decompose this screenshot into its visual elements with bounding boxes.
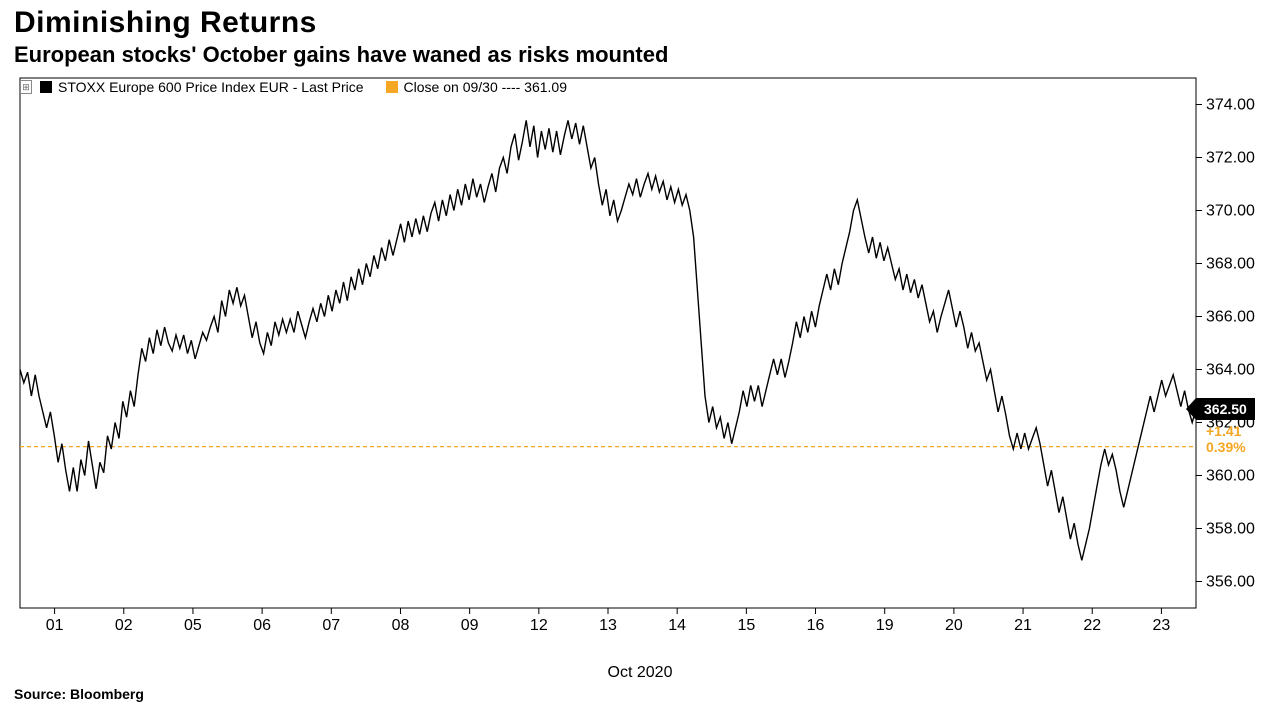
svg-text:12: 12 (530, 617, 548, 634)
svg-text:14: 14 (668, 617, 686, 634)
svg-text:06: 06 (253, 617, 271, 634)
x-axis-title: Oct 2020 (0, 664, 1280, 682)
svg-text:368.00: 368.00 (1206, 256, 1255, 273)
legend-drag-handle-icon[interactable]: ⊞ (20, 80, 32, 94)
chart-title: Diminishing Returns (14, 6, 1266, 40)
svg-text:22: 22 (1083, 617, 1101, 634)
svg-text:16: 16 (807, 617, 825, 634)
svg-text:09: 09 (461, 617, 479, 634)
svg-text:358.00: 358.00 (1206, 521, 1255, 538)
svg-text:360.00: 360.00 (1206, 468, 1255, 485)
chart-legend: ⊞ STOXX Europe 600 Price Index EUR - Las… (18, 79, 569, 95)
chart-svg: 356.00358.00360.00362.00364.00366.00368.… (14, 76, 1266, 636)
last-price-marker: 362.50 (1196, 398, 1255, 420)
svg-text:366.00: 366.00 (1206, 309, 1255, 326)
svg-text:372.00: 372.00 (1206, 150, 1255, 167)
chart-source: Source: Bloomberg (0, 682, 1280, 702)
chart-container: ⊞ STOXX Europe 600 Price Index EUR - Las… (14, 76, 1266, 666)
legend-ref-swatch (386, 81, 398, 93)
svg-text:08: 08 (392, 617, 410, 634)
svg-text:364.00: 364.00 (1206, 362, 1255, 379)
svg-text:01: 01 (46, 617, 64, 634)
change-absolute: +1.41 (1206, 423, 1241, 439)
svg-text:21: 21 (1014, 617, 1032, 634)
svg-text:23: 23 (1153, 617, 1171, 634)
svg-text:19: 19 (876, 617, 894, 634)
svg-text:374.00: 374.00 (1206, 97, 1255, 114)
chart-subtitle: European stocks' October gains have wane… (14, 42, 1266, 68)
svg-text:370.00: 370.00 (1206, 203, 1255, 220)
svg-text:15: 15 (737, 617, 755, 634)
svg-text:07: 07 (322, 617, 340, 634)
change-percent: 0.39% (1206, 439, 1246, 455)
legend-series-swatch (40, 81, 52, 93)
svg-text:13: 13 (599, 617, 617, 634)
legend-ref-label: Close on 09/30 ---- 361.09 (404, 79, 567, 95)
legend-series-label: STOXX Europe 600 Price Index EUR - Last … (58, 79, 364, 95)
svg-text:356.00: 356.00 (1206, 574, 1255, 591)
svg-text:05: 05 (184, 617, 202, 634)
svg-text:20: 20 (945, 617, 963, 634)
svg-text:02: 02 (115, 617, 133, 634)
last-price-value: 362.50 (1204, 401, 1247, 417)
